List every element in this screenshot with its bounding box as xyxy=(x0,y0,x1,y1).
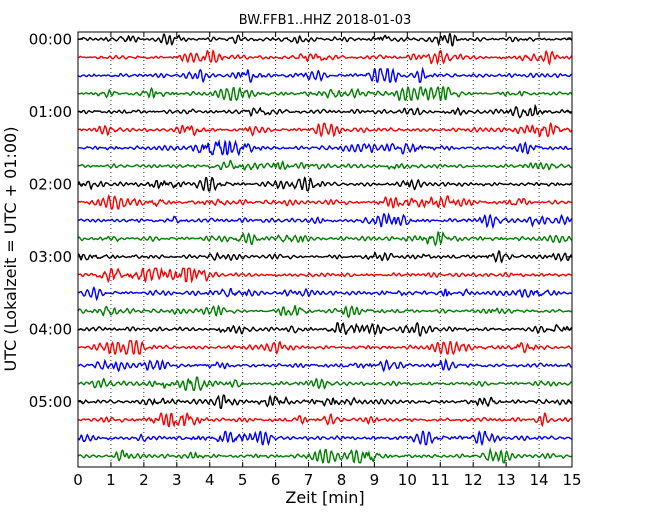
x-tick-label: 2 xyxy=(139,471,149,489)
trace-line xyxy=(77,212,573,230)
trace-line xyxy=(77,340,573,356)
chart-title: BW.FFB1..HHZ 2018-01-03 xyxy=(239,13,412,28)
trace-line xyxy=(77,321,573,337)
plot-frame xyxy=(77,31,573,468)
trace-line xyxy=(77,121,573,138)
x-tick-label: 14 xyxy=(530,471,549,489)
y-tick-label: 02:00 xyxy=(29,175,72,193)
x-tick-label: 5 xyxy=(238,471,248,489)
x-tick-label: 7 xyxy=(304,471,314,489)
trace-line xyxy=(77,266,573,284)
y-tick-label: 00:00 xyxy=(29,30,72,48)
trace-line xyxy=(77,447,573,464)
y-axis-label: UTC (Lokalzeit = UTC + 01:00) xyxy=(1,127,20,372)
x-tick-label: 11 xyxy=(431,471,450,489)
x-tick-label: 12 xyxy=(464,471,483,489)
x-axis: 0 1 2 3 4 5 6 7 8 9 10 11 12 13 14 15 xyxy=(73,32,582,489)
x-tick-label: 1 xyxy=(106,471,116,489)
x-axis-label: Zeit [min] xyxy=(285,488,364,507)
trace-line xyxy=(77,85,573,102)
y-tick-label: 01:00 xyxy=(29,103,72,121)
trace-line xyxy=(77,33,573,47)
grid-lines xyxy=(110,32,540,467)
trace-line xyxy=(77,376,573,392)
trace-line xyxy=(77,176,573,192)
trace-line xyxy=(77,66,573,84)
trace-line xyxy=(77,231,573,247)
y-tick-label: 04:00 xyxy=(29,320,72,338)
trace-line xyxy=(77,193,573,210)
x-tick-label: 8 xyxy=(337,471,347,489)
trace-group xyxy=(77,33,573,464)
trace-line xyxy=(77,49,573,66)
y-axis: 00:00 01:00 02:00 03:00 04:00 05:00 xyxy=(29,30,572,411)
x-tick-label: 15 xyxy=(562,471,581,489)
y-tick-label: 03:00 xyxy=(29,248,72,266)
trace-line xyxy=(77,159,573,171)
trace-line xyxy=(77,138,573,157)
trace-line xyxy=(77,394,573,409)
y-tick-label: 05:00 xyxy=(29,393,72,411)
x-tick-label: 10 xyxy=(398,471,417,489)
trace-line xyxy=(77,249,573,264)
trace-line xyxy=(77,412,573,428)
trace-line xyxy=(77,103,573,119)
x-tick-label: 9 xyxy=(370,471,380,489)
trace-line xyxy=(77,304,573,319)
x-tick-label: 4 xyxy=(205,471,215,489)
x-tick-label: 0 xyxy=(73,471,83,489)
x-tick-label: 6 xyxy=(271,471,281,489)
x-tick-label: 3 xyxy=(172,471,182,489)
trace-line xyxy=(77,358,573,373)
trace-line xyxy=(77,286,573,302)
trace-line xyxy=(77,430,573,447)
x-tick-label: 13 xyxy=(497,471,516,489)
